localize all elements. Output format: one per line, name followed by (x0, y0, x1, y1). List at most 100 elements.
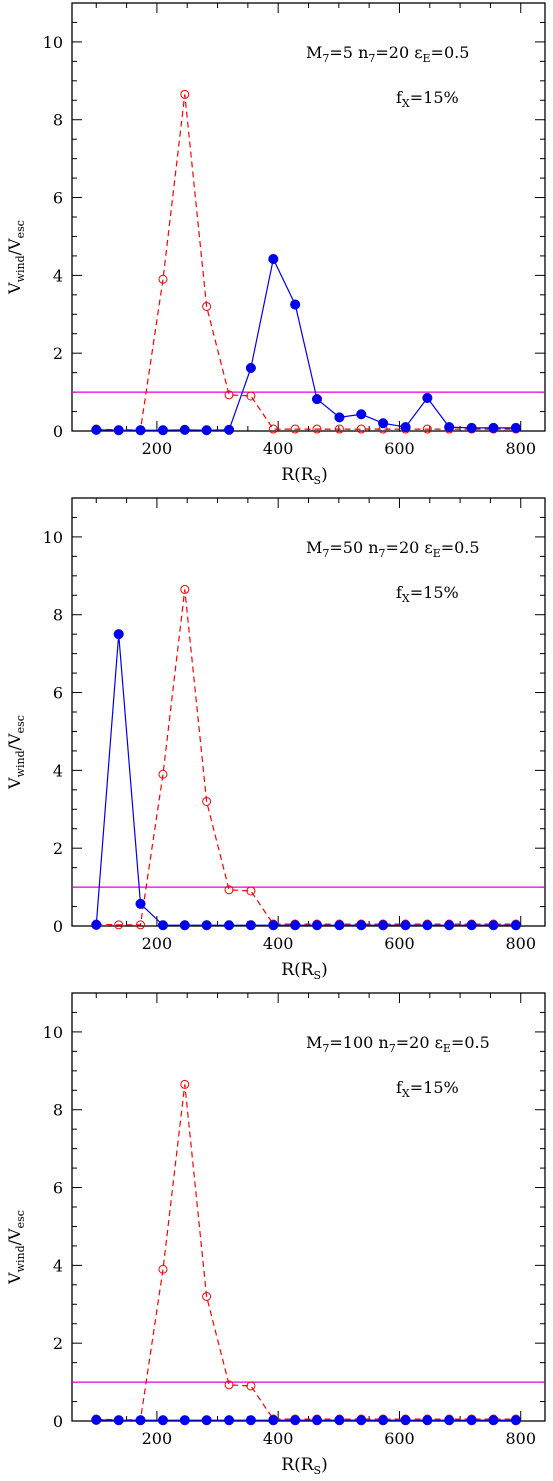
data-point-open (246, 886, 256, 896)
data-point-filled (157, 1415, 169, 1426)
y-tick-label: 2 (53, 839, 63, 858)
data-point-filled (290, 920, 301, 931)
x-tick-label: 400 (263, 934, 294, 953)
data-point-filled (268, 920, 279, 931)
x-tick-label: 600 (384, 439, 415, 458)
subscript-text: 7 (322, 1042, 329, 1055)
subscript-text: E (443, 1042, 451, 1055)
data-point-filled (201, 1415, 212, 1426)
subscript-text: wind (14, 1245, 27, 1272)
text-segment: =15% (410, 583, 459, 602)
text-segment: M (306, 538, 322, 557)
series-line-open (96, 1084, 516, 1421)
y-tick-label: 6 (53, 1179, 63, 1198)
data-point-open (312, 424, 322, 434)
data-point-open (180, 584, 190, 594)
data-point-filled (290, 1415, 301, 1426)
x-axis-label: R(RS) (281, 960, 327, 982)
subscript-text: wind (14, 255, 27, 282)
data-point-filled (356, 409, 367, 420)
data-point-filled (224, 920, 235, 931)
y-tick-label: 2 (53, 1334, 63, 1353)
y-tick-label: 6 (53, 684, 63, 703)
y-tick-label: 4 (53, 266, 63, 285)
text-segment: /V (5, 238, 24, 255)
x-tick-label: 800 (505, 439, 536, 458)
text-segment: =20 ε (396, 1033, 443, 1052)
fraction-annotation: fX=15% (396, 1078, 459, 1100)
data-point-filled (378, 920, 389, 931)
data-point-open (224, 885, 234, 895)
x-tick-label: 600 (384, 934, 415, 953)
parameter-annotation: M7=100 n7=20 εE=0.5 (306, 1033, 490, 1055)
text-segment: =0.5 (431, 43, 470, 62)
data-point-open (202, 301, 212, 311)
y-tick-label: 10 (43, 33, 63, 52)
text-segment: =100 n (329, 1033, 388, 1052)
subscript-text: 7 (322, 52, 329, 65)
data-point-open (246, 1381, 256, 1391)
text-segment: =20 ε (386, 538, 433, 557)
y-tick-label: 4 (53, 1256, 63, 1275)
series-line-open (96, 589, 516, 926)
data-point-filled (91, 424, 102, 435)
y-tick-label: 2 (53, 344, 63, 363)
data-point-filled (466, 920, 477, 931)
data-point-open (136, 920, 146, 930)
text-segment: R(R (281, 1455, 314, 1475)
data-point-filled (466, 1415, 477, 1426)
x-axis-label: R(RS) (281, 1455, 327, 1477)
text-segment: ) (321, 960, 328, 980)
data-point-filled (311, 920, 323, 931)
fraction-annotation: fX=15% (396, 583, 459, 605)
series-line-filled (95, 634, 516, 926)
data-point-filled (268, 253, 279, 265)
text-segment: =5 n (329, 43, 368, 62)
subscript-text: esc (14, 1210, 27, 1228)
subscript-text: 7 (322, 547, 329, 560)
text-segment: R(R (281, 960, 314, 980)
data-point-filled (224, 424, 235, 435)
subscript-text: esc (14, 220, 27, 238)
data-point-open (246, 391, 256, 401)
data-point-filled (201, 425, 212, 436)
subscript-text: wind (14, 750, 27, 777)
data-point-filled (224, 1415, 235, 1426)
subscript-text: S (314, 474, 322, 487)
data-point-open (180, 89, 190, 99)
subscript-text: X (402, 97, 410, 110)
data-point-filled (444, 422, 455, 433)
data-point-filled (422, 1415, 433, 1426)
y-tick-label: 4 (53, 761, 63, 780)
parameter-annotation: M7=5 n7=20 εE=0.5 (306, 43, 469, 65)
text-segment: M (306, 1033, 322, 1052)
data-point-open (422, 424, 432, 434)
y-tick-label: 0 (53, 917, 63, 936)
data-point-filled (311, 394, 323, 405)
data-point-filled (135, 425, 146, 436)
data-point-filled (400, 920, 411, 931)
data-point-open (268, 424, 278, 434)
plot-frame (71, 497, 546, 927)
text-segment: V (5, 777, 24, 790)
text-segment: =15% (410, 88, 459, 107)
data-point-open (224, 1380, 234, 1390)
text-segment: =15% (410, 1078, 459, 1097)
data-point-filled (157, 425, 169, 436)
text-segment: =0.5 (451, 1033, 490, 1052)
data-point-filled (179, 424, 190, 435)
data-point-filled (400, 1415, 411, 1426)
data-point-open (224, 390, 234, 400)
data-point-filled (488, 1415, 499, 1426)
y-axis-label: Vwind/Vesc (5, 715, 27, 790)
data-point-filled (268, 1415, 279, 1426)
data-point-filled (311, 1415, 323, 1426)
data-point-filled (245, 1415, 256, 1426)
text-segment: =20 ε (375, 43, 422, 62)
text-segment: f (396, 1078, 403, 1097)
subscript-text: 7 (389, 1042, 396, 1055)
subscript-text: esc (14, 715, 27, 733)
subscript-text: S (314, 1464, 322, 1477)
subscript-text: 7 (379, 547, 386, 560)
